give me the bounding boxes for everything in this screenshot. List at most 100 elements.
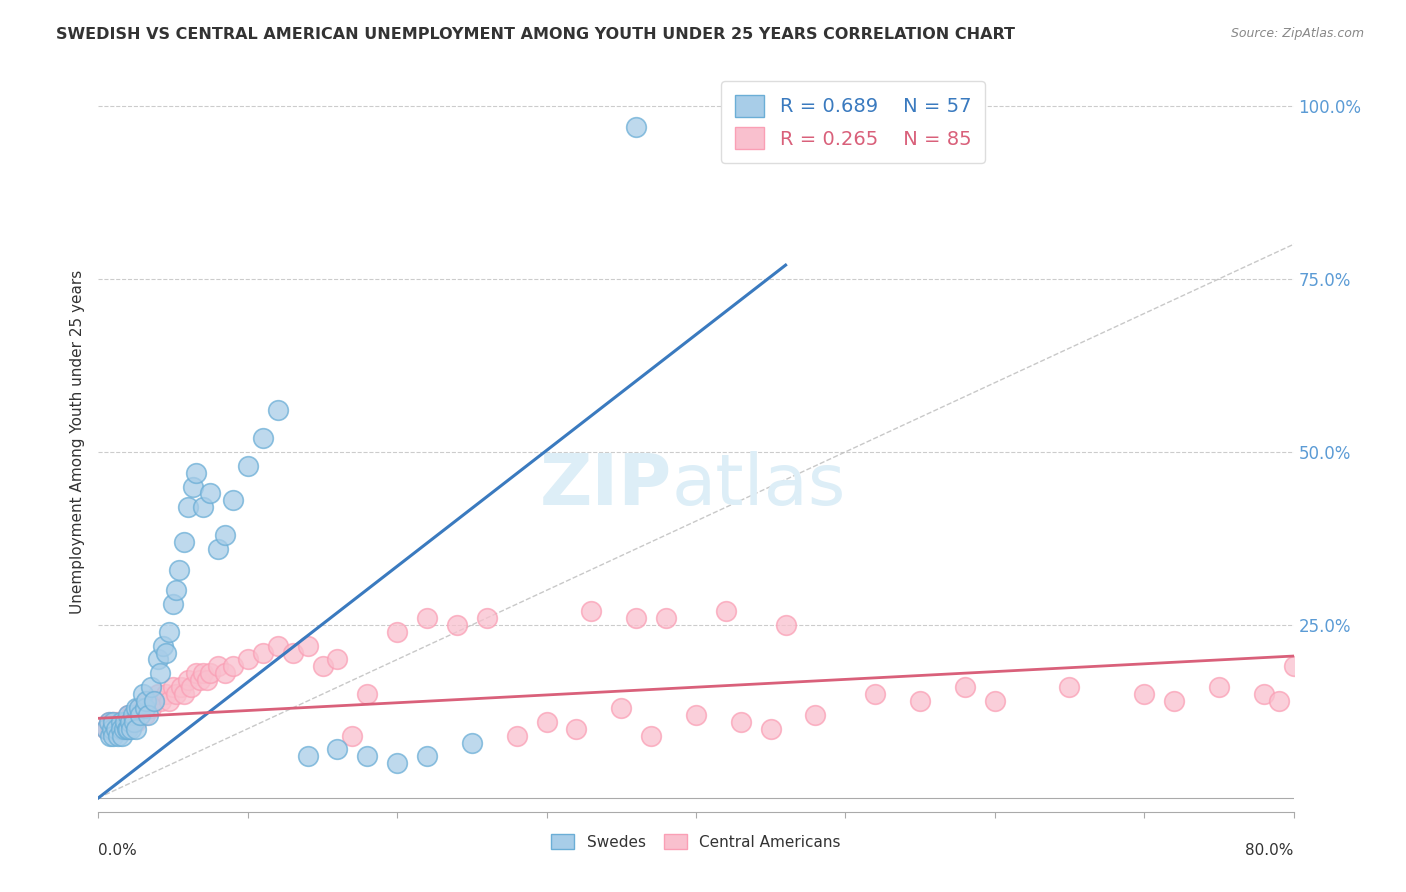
Point (865, 687, 887, 701)
Point (142, 694, 165, 708)
Point (626, 611, 648, 625)
Point (506, 729, 529, 743)
Point (1133, 687, 1156, 701)
Point (142, 694, 165, 708)
Point (110, 714, 132, 729)
Point (134, 707, 156, 722)
Text: atlas: atlas (672, 451, 846, 520)
Point (155, 646, 177, 660)
Point (356, 687, 378, 701)
Point (416, 749, 439, 764)
Point (177, 500, 200, 515)
Point (169, 680, 191, 694)
Point (136, 694, 159, 708)
Point (97, 714, 120, 729)
Point (148, 687, 170, 701)
Point (1267, 694, 1289, 708)
Point (214, 528, 236, 542)
Point (118, 714, 141, 729)
Point (1163, 694, 1185, 708)
Point (167, 563, 190, 577)
Point (804, 707, 827, 722)
Point (148, 652, 170, 666)
Point (101, 714, 124, 729)
Point (200, 666, 222, 681)
Point (759, 722, 782, 736)
Legend: Swedes, Central Americans: Swedes, Central Americans (546, 828, 846, 856)
Point (157, 624, 180, 639)
Point (125, 701, 148, 715)
Point (714, 604, 737, 618)
Point (96, 722, 118, 736)
Point (139, 680, 162, 694)
Point (236, 652, 259, 666)
Point (1059, 680, 1081, 694)
Point (775, 618, 797, 632)
Point (565, 722, 588, 736)
Point (953, 680, 976, 694)
Point (188, 673, 211, 688)
Point (103, 722, 125, 736)
Point (135, 694, 157, 708)
Point (128, 701, 150, 715)
Point (104, 722, 127, 736)
Point (155, 687, 177, 701)
Point (98, 722, 122, 736)
Point (385, 756, 409, 771)
Point (536, 714, 558, 729)
Point (180, 680, 202, 694)
Point (125, 714, 148, 729)
Point (222, 659, 245, 673)
Point (139, 701, 162, 715)
Point (252, 431, 274, 445)
Point (267, 403, 290, 417)
Point (111, 714, 134, 729)
Point (184, 466, 207, 480)
Point (461, 735, 484, 749)
Point (1208, 680, 1230, 694)
Point (110, 722, 132, 736)
Point (136, 707, 159, 722)
Point (114, 714, 136, 729)
Point (267, 639, 290, 653)
Point (326, 652, 349, 666)
Point (128, 701, 150, 715)
Point (222, 493, 245, 508)
Point (685, 707, 707, 722)
Point (610, 701, 633, 715)
Point (475, 611, 498, 625)
Point (129, 707, 152, 722)
Point (162, 680, 184, 694)
Point (165, 687, 187, 701)
Point (184, 666, 207, 681)
Point (124, 707, 146, 722)
Point (115, 722, 138, 736)
Point (120, 722, 142, 736)
Point (173, 687, 195, 701)
Point (342, 729, 364, 743)
Y-axis label: Unemployment Among Youth under 25 years: Unemployment Among Youth under 25 years (70, 269, 86, 614)
Point (150, 694, 173, 708)
Point (446, 618, 468, 632)
Point (297, 749, 319, 764)
Point (134, 701, 156, 715)
Point (107, 729, 129, 743)
Point (326, 742, 349, 756)
Point (103, 714, 125, 729)
Point (177, 673, 200, 688)
Point (98, 729, 122, 743)
Point (121, 714, 143, 729)
Point (181, 479, 204, 493)
Point (908, 694, 931, 708)
Point (191, 500, 214, 515)
Point (149, 666, 172, 681)
Point (191, 666, 214, 681)
Point (124, 714, 146, 729)
Point (173, 534, 195, 549)
Point (117, 707, 139, 722)
Point (107, 722, 129, 736)
Text: 0.0%: 0.0% (98, 843, 138, 858)
Point (97, 714, 120, 729)
Point (165, 583, 187, 598)
Point (655, 611, 678, 625)
